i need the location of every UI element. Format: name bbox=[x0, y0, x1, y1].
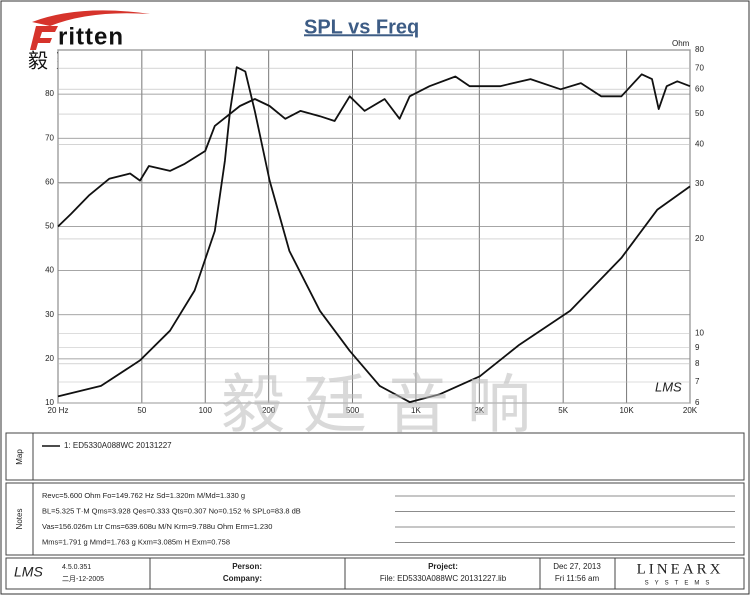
y2-tick-label: 8 bbox=[695, 359, 700, 368]
footer-company: Company: bbox=[223, 574, 262, 583]
y2-tick-label: 80 bbox=[695, 45, 704, 54]
y2-tick-label: 7 bbox=[695, 377, 700, 386]
logo-swoosh bbox=[32, 10, 150, 26]
y2-tick-label: 30 bbox=[695, 179, 704, 188]
y-tick-label: 40 bbox=[45, 266, 54, 275]
x-tick-label: 2K bbox=[474, 406, 484, 415]
footer-file: File: ED5330A088WC 20131227.lib bbox=[380, 574, 507, 583]
x-tick-label: 50 bbox=[137, 406, 146, 415]
x-tick-label: 20 Hz bbox=[48, 406, 69, 415]
y2-tick-label: 9 bbox=[695, 343, 700, 352]
x-tick-label: 500 bbox=[346, 406, 360, 415]
x-tick-label: 20K bbox=[683, 406, 698, 415]
y2-tick-label: 6 bbox=[695, 398, 700, 407]
x-tick-label: 100 bbox=[199, 406, 213, 415]
y2-axis-label: Ohm bbox=[672, 39, 690, 48]
x-tick-label: 10K bbox=[619, 406, 634, 415]
footer-version: 4.5.0.351 bbox=[62, 564, 91, 571]
plot: 20 Hz 50 100 200 500 1K 2K 5K 10K 20K 10 20 30 40 50 60… bbox=[45, 45, 704, 415]
notes: Revc=5.600 Ohm Fo=149.762 Hz Sd=1.320m M… bbox=[42, 491, 735, 546]
y-tick-label: 10 bbox=[45, 398, 54, 407]
y2-tick-label: 40 bbox=[695, 140, 704, 149]
logo-f bbox=[30, 26, 58, 50]
note-line: Vas=156.026m Ltr Cms=639.608u M/N Krm=9.… bbox=[42, 522, 272, 531]
map-box bbox=[5, 432, 745, 481]
x-tick-label: 5K bbox=[558, 406, 568, 415]
note-line: Revc=5.600 Ohm Fo=149.762 Hz Sd=1.320m M… bbox=[42, 491, 245, 500]
corner-logo: LMS bbox=[655, 379, 682, 394]
y2-tick-label: 70 bbox=[695, 63, 704, 72]
y-tick-label: 60 bbox=[45, 177, 54, 186]
y2-tick-label: 20 bbox=[695, 234, 704, 243]
y-tick-label: 70 bbox=[45, 133, 54, 142]
y-tick-label: 30 bbox=[45, 310, 54, 319]
footer-person: Person: bbox=[232, 562, 262, 571]
series-line bbox=[57, 66, 691, 403]
footer-time: Fri 11:56 am bbox=[555, 574, 600, 583]
y2-tick-label: 10 bbox=[695, 328, 704, 337]
footer-brand-sub: SYSTEMS bbox=[645, 581, 716, 587]
series-line bbox=[57, 73, 691, 228]
map-label: Map bbox=[15, 449, 24, 465]
footer-logo: LMS bbox=[14, 564, 43, 580]
logo-brand: ritten bbox=[58, 23, 124, 50]
footer-date: Dec 27, 2013 bbox=[553, 562, 601, 571]
footer-box bbox=[5, 557, 745, 590]
note-line: BL=5.325 T·M Qms=3.928 Qes=0.333 Qts=0.3… bbox=[42, 506, 301, 515]
footer-project: Project: bbox=[428, 562, 458, 571]
y-tick-label: 20 bbox=[45, 354, 54, 363]
legend-entry: 1: ED5330A088WC 20131227 bbox=[64, 441, 172, 450]
watermark: 毅廷音响 bbox=[221, 369, 549, 441]
notes-label: Notes bbox=[15, 509, 24, 530]
x-tick-label: 1K bbox=[411, 406, 421, 415]
footer-brand: LINEARX bbox=[637, 561, 724, 577]
y-tick-label: 80 bbox=[45, 89, 54, 98]
note-line: Mms=1.791 g Mmd=1.763 g Kxm=3.085m H Exm… bbox=[42, 537, 230, 546]
notes-box bbox=[5, 482, 745, 556]
y2-tick-label: 50 bbox=[695, 109, 704, 118]
footer-date-old: 二月-12-2005 bbox=[62, 575, 104, 583]
x-tick-label: 200 bbox=[262, 406, 276, 415]
y2-tick-label: 60 bbox=[695, 84, 704, 93]
chart-title: SPL vs Freq bbox=[304, 16, 419, 38]
y-tick-label: 50 bbox=[45, 222, 54, 231]
